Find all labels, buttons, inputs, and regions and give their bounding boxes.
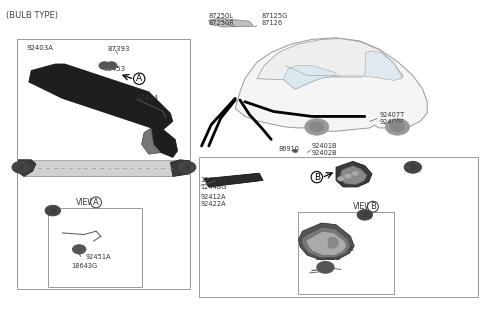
- Bar: [199, 157, 478, 297]
- Text: A: A: [136, 74, 142, 83]
- Polygon shape: [18, 160, 36, 176]
- Bar: [17, 39, 190, 289]
- Polygon shape: [142, 128, 161, 154]
- Polygon shape: [235, 38, 427, 131]
- Text: 92451A: 92451A: [85, 255, 111, 260]
- Text: 92403A: 92403A: [26, 45, 53, 51]
- Polygon shape: [306, 231, 347, 255]
- Circle shape: [179, 161, 196, 173]
- Text: 87125G
87126: 87125G 87126: [262, 13, 288, 26]
- Text: 18642G: 18642G: [314, 255, 341, 261]
- Text: 92454: 92454: [137, 95, 159, 101]
- Text: a: a: [51, 208, 55, 214]
- Polygon shape: [299, 223, 354, 260]
- Text: 92450A: 92450A: [329, 246, 354, 252]
- Circle shape: [390, 122, 405, 132]
- Polygon shape: [257, 39, 403, 89]
- Polygon shape: [336, 161, 372, 187]
- Text: 92453: 92453: [103, 66, 125, 72]
- Circle shape: [106, 62, 117, 70]
- Circle shape: [329, 238, 338, 245]
- Text: b: b: [410, 163, 415, 172]
- Polygon shape: [170, 160, 190, 176]
- Circle shape: [329, 240, 338, 247]
- Circle shape: [357, 210, 372, 220]
- Text: 92401B
92402B: 92401B 92402B: [312, 143, 337, 156]
- Text: 1244BD
1244BG: 1244BD 1244BG: [201, 177, 227, 190]
- Text: (BULB TYPE): (BULB TYPE): [6, 11, 58, 20]
- Circle shape: [305, 119, 329, 135]
- Text: A: A: [93, 198, 99, 207]
- Bar: [48, 208, 142, 287]
- Text: VIEW: VIEW: [76, 198, 96, 207]
- Text: 92407T
92408F: 92407T 92408F: [379, 112, 405, 125]
- Text: a: a: [18, 163, 23, 172]
- Text: B: B: [314, 173, 320, 182]
- Polygon shape: [204, 173, 263, 187]
- Text: b: b: [362, 212, 367, 218]
- Circle shape: [328, 242, 337, 249]
- Text: 87250L
87250R: 87250L 87250R: [209, 13, 235, 26]
- Polygon shape: [301, 227, 350, 258]
- Bar: [298, 212, 394, 294]
- Circle shape: [310, 122, 324, 132]
- Polygon shape: [283, 66, 336, 89]
- Text: 86910: 86910: [278, 146, 300, 152]
- Text: 92412A
92422A: 92412A 92422A: [201, 194, 226, 207]
- Polygon shape: [151, 128, 178, 157]
- Polygon shape: [29, 64, 173, 130]
- Circle shape: [404, 161, 421, 173]
- Text: a: a: [185, 163, 190, 172]
- Circle shape: [12, 161, 29, 173]
- Polygon shape: [209, 18, 253, 27]
- Circle shape: [45, 205, 60, 216]
- Polygon shape: [365, 51, 402, 80]
- Circle shape: [72, 245, 86, 254]
- Circle shape: [385, 119, 409, 135]
- Circle shape: [99, 62, 110, 70]
- Text: B: B: [370, 202, 376, 211]
- Text: 87393: 87393: [108, 46, 131, 52]
- Circle shape: [293, 149, 298, 153]
- Polygon shape: [340, 166, 367, 185]
- Circle shape: [317, 261, 334, 273]
- Text: 18643G: 18643G: [71, 263, 97, 269]
- Circle shape: [337, 176, 344, 181]
- Circle shape: [328, 237, 337, 243]
- Circle shape: [352, 171, 359, 176]
- Text: VIEW: VIEW: [353, 202, 372, 211]
- Polygon shape: [18, 161, 190, 176]
- Circle shape: [345, 174, 351, 178]
